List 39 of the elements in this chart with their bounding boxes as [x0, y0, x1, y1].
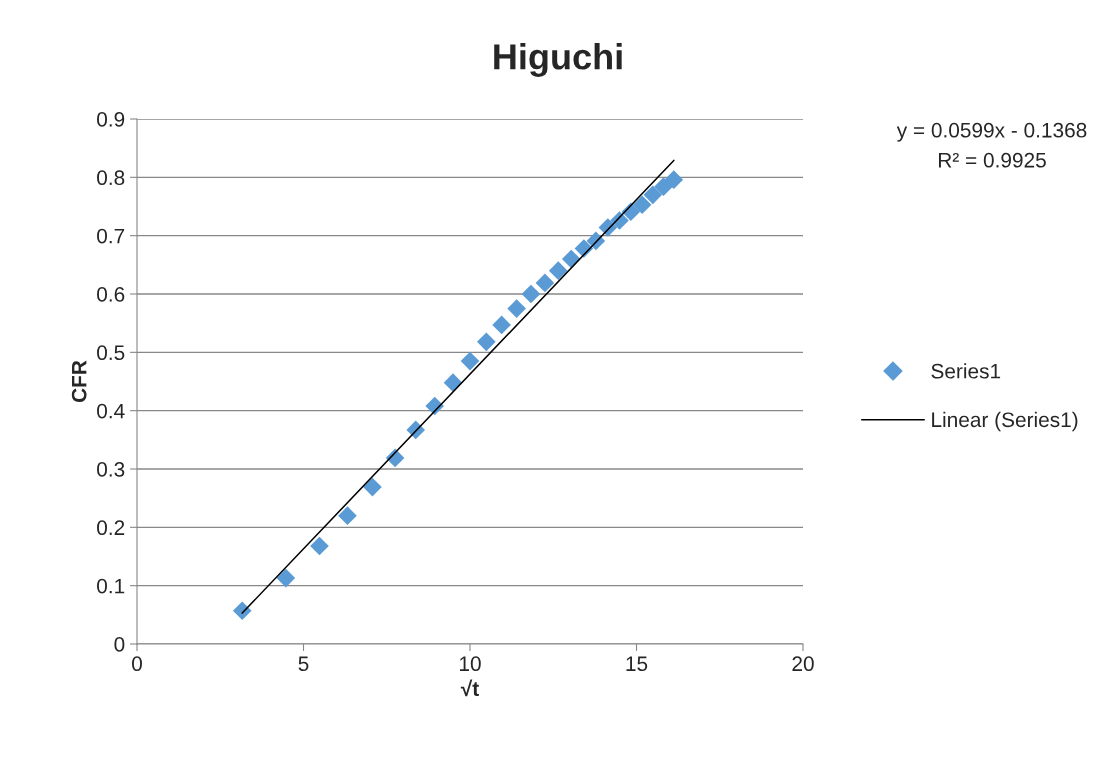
x-axis-title: √t: [460, 679, 479, 697]
y-axis-title: CFR: [71, 360, 87, 403]
chart-title: Higuchi: [494, 43, 622, 77]
point: [535, 273, 555, 293]
y-tick-label: 0.3: [97, 462, 125, 477]
point: [507, 299, 526, 318]
x-tick-label: 20: [792, 656, 814, 672]
point: [654, 177, 673, 196]
point: [548, 261, 568, 280]
legend-label: Series1: [931, 363, 1001, 379]
y-tick-label: 0.6: [97, 287, 125, 302]
point: [460, 351, 480, 371]
y-tick-label: 0: [114, 637, 125, 652]
point: [632, 195, 652, 215]
y-tick-label: 0.1: [97, 578, 125, 594]
x-tick-label: 15: [626, 656, 648, 672]
y-tick-label: 0.2: [97, 520, 125, 536]
point: [643, 185, 663, 205]
point: [492, 315, 511, 335]
point: [338, 506, 357, 525]
point: [561, 249, 581, 269]
point: [664, 170, 684, 189]
point: [477, 332, 496, 352]
y-tick-label: 0.9: [97, 112, 125, 127]
text: R² = 0.9925: [938, 152, 1046, 168]
y-tick-label: 0.4: [97, 403, 125, 419]
y-tick-label: 0.7: [97, 228, 125, 244]
point: [363, 477, 382, 497]
point: [232, 601, 252, 621]
point: [310, 536, 329, 556]
text: y = 0.0599x - 0.1368: [896, 122, 1087, 142]
legend-label: Linear (Series1): [932, 411, 1078, 432]
x-tick-label: 5: [298, 656, 309, 672]
y-tick-label: 0.8: [97, 170, 125, 186]
x-tick-label: 10: [460, 656, 481, 672]
y-tick-label: 0.5: [97, 345, 125, 361]
point: [276, 568, 296, 588]
x-tick-label: 0: [132, 656, 142, 672]
point: [521, 284, 541, 304]
